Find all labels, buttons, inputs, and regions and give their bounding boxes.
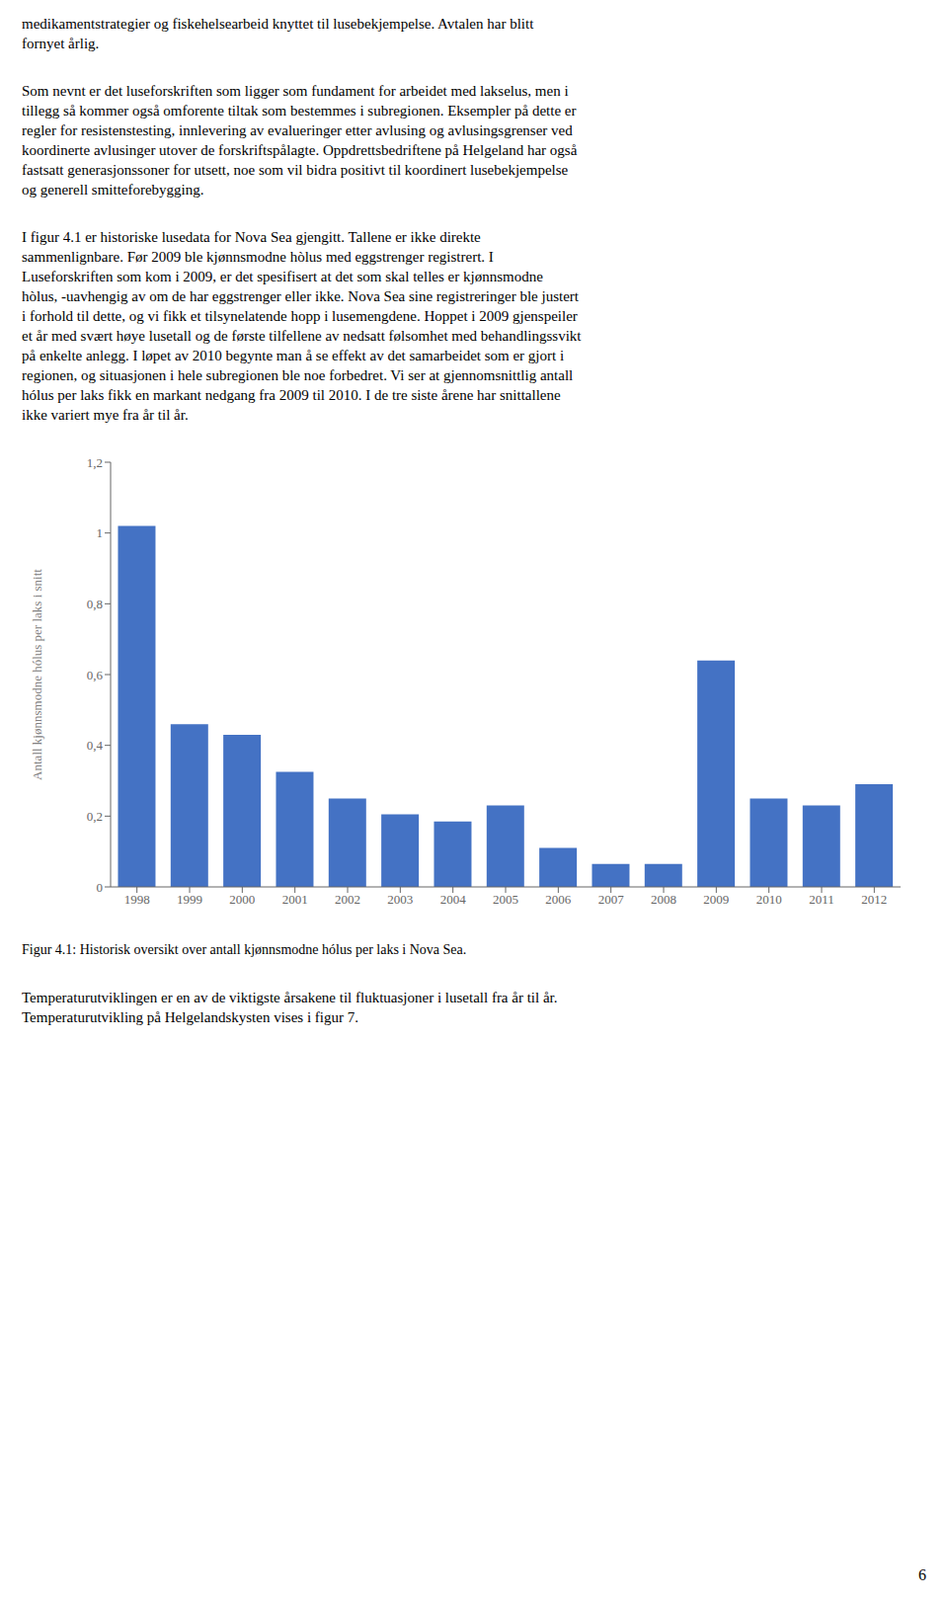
svg-text:2003: 2003 [387,891,413,907]
svg-text:2005: 2005 [492,891,519,907]
svg-text:0: 0 [96,879,104,895]
svg-text:2000: 2000 [229,891,255,907]
svg-text:0,4: 0,4 [86,737,104,753]
svg-text:2010: 2010 [756,891,783,907]
svg-text:1: 1 [96,525,104,541]
svg-text:2011: 2011 [808,891,835,907]
svg-text:2004: 2004 [440,891,468,907]
svg-text:2007: 2007 [598,891,626,907]
svg-text:2012: 2012 [861,891,887,907]
svg-text:2006: 2006 [545,891,572,907]
svg-text:2002: 2002 [334,891,361,907]
svg-text:0,2: 0,2 [86,808,103,824]
svg-text:2009: 2009 [703,891,729,907]
svg-text:1998: 1998 [124,891,151,907]
svg-text:Antall kjønnsmodne hólus per l: Antall kjønnsmodne hólus per laks i snit… [29,568,45,781]
svg-text:2001: 2001 [282,891,309,907]
html-text:Temperaturutviklingen er en av: Temperaturutviklingen er en av de viktig… [21,989,558,1026]
html-text:medikamentstrategier og fiskeh: medikamentstrategier og fiskehelsearbeid… [21,15,534,52]
svg-text:1,2: 1,2 [86,455,103,471]
svg-text:2008: 2008 [650,891,677,907]
svg-text:1999: 1999 [176,891,203,907]
html-text:I figur 4.1 er historiske luse: I figur 4.1 er historiske lusedata for N… [21,229,582,423]
html-text:Som nevnt er det luseforskrift: Som nevnt er det luseforskriften som lig… [21,82,577,198]
html-text:6: 6 [918,1566,927,1583]
svg-text:0,6: 0,6 [86,667,104,683]
html-text:Figur 4.1: Historisk oversikt: Figur 4.1: Historisk oversikt over antal… [21,942,467,957]
svg-text:0,8: 0,8 [86,596,103,612]
